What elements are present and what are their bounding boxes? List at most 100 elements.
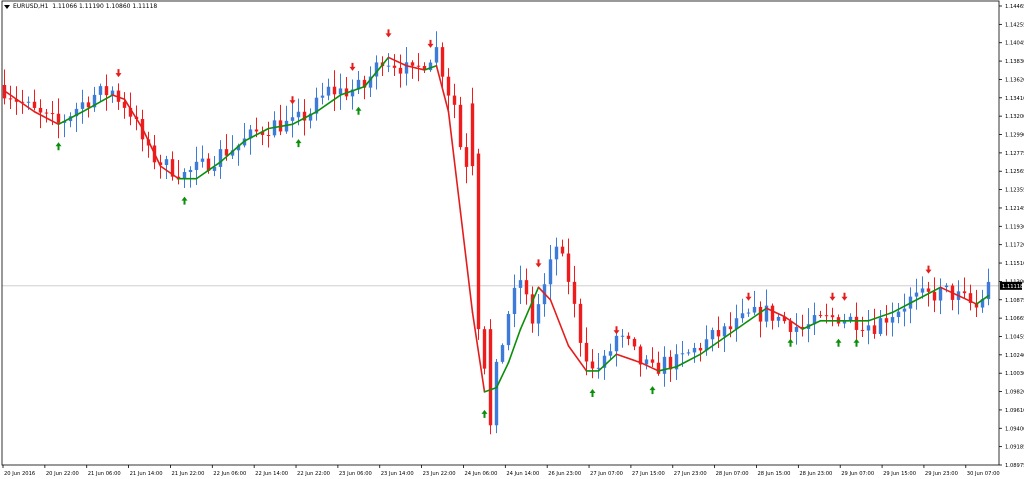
down-arrow-icon	[427, 39, 434, 48]
candle-body	[638, 346, 643, 365]
candle-body	[86, 102, 91, 108]
candle-body	[512, 287, 517, 315]
x-tick-label: 27 Jun 23:00	[674, 471, 707, 477]
candle-body	[548, 259, 553, 285]
ma-segment	[405, 64, 426, 71]
candle-body	[986, 281, 991, 300]
candle-body	[56, 113, 61, 123]
ma-segment	[507, 328, 522, 364]
y-tick-label: 1.12775	[1005, 151, 1024, 157]
chevron-down-icon[interactable]	[4, 4, 10, 9]
candle-body	[710, 330, 715, 340]
candle-body	[860, 329, 865, 331]
ma-segment	[495, 361, 510, 389]
candle-body	[32, 101, 37, 108]
ma-segment	[723, 319, 750, 339]
ma-segment	[483, 386, 498, 393]
candle-body	[890, 317, 895, 323]
ma-segment	[597, 353, 618, 372]
ma-segment	[123, 98, 144, 130]
down-arrow-icon	[115, 69, 122, 78]
candle-body	[980, 299, 985, 308]
candle-body	[398, 67, 403, 74]
ma-segment	[891, 299, 918, 314]
candle-body	[566, 253, 571, 282]
candle-body	[902, 308, 907, 312]
ma-segment	[219, 140, 246, 163]
candle-body	[338, 88, 343, 95]
ma-segment	[915, 286, 942, 301]
ma-segment	[519, 286, 540, 330]
down-arrow-icon	[535, 259, 542, 268]
candle-body	[770, 305, 775, 321]
symbol-label: EURUSD,H1	[13, 3, 49, 10]
candles	[2, 31, 991, 435]
ma-segment	[423, 64, 438, 71]
candle-body	[236, 145, 241, 151]
down-arrow-icon	[829, 292, 836, 301]
candle-body	[914, 292, 919, 297]
candle-body	[470, 103, 475, 167]
x-tick-label: 24 Jun 06:00	[464, 471, 497, 477]
candle-body	[740, 313, 745, 319]
candle-body	[896, 311, 901, 318]
candle-body	[440, 47, 445, 77]
ohlc-label: 1.11066 1.11190 1.10860 1.11118	[52, 3, 158, 10]
candle-body	[38, 107, 43, 113]
candle-body	[866, 325, 871, 331]
up-arrow-icon	[481, 409, 488, 418]
candle-body	[206, 158, 211, 171]
candle-body	[506, 314, 511, 346]
ma-segment	[339, 85, 366, 96]
ma-segment	[291, 110, 318, 126]
ma-segment	[957, 294, 978, 305]
candle-body	[194, 161, 199, 170]
ma-segment	[783, 315, 804, 330]
candle-body	[122, 101, 127, 108]
candle-body	[446, 76, 451, 96]
candle-body	[500, 345, 505, 362]
candle-body	[692, 347, 697, 353]
candle-body	[170, 159, 175, 177]
ma-segment	[537, 286, 552, 301]
candle-body	[182, 172, 187, 180]
x-tick-label: 21 Jun 06:00	[88, 471, 121, 477]
ma-segment	[57, 110, 84, 126]
x-tick-label: 21 Jun 22:00	[171, 471, 204, 477]
down-arrow-icon	[385, 29, 392, 38]
ma-segment	[81, 94, 114, 113]
candle-body	[518, 280, 523, 288]
candle-body	[458, 104, 463, 148]
candle-body	[830, 315, 835, 318]
candle-body	[782, 316, 787, 322]
candle-body	[356, 79, 361, 90]
current-price-label: 1.11118	[1002, 284, 1023, 290]
candle-body	[254, 129, 259, 132]
candle-body	[620, 335, 625, 337]
up-arrow-icon	[853, 338, 860, 347]
candle-body	[260, 131, 265, 135]
ma-segment	[111, 94, 126, 101]
candle-body	[572, 281, 577, 304]
candle-body	[788, 321, 793, 332]
up-arrow-icon	[181, 196, 188, 205]
candle-body	[488, 329, 493, 426]
candle-body	[248, 129, 253, 139]
current-price-tag	[1000, 281, 1022, 290]
ma-segment	[195, 161, 222, 180]
candle-body	[746, 312, 751, 314]
y-tick-label: 1.10240	[1005, 353, 1024, 359]
ma-segment	[765, 307, 786, 318]
candle-body	[674, 354, 679, 370]
up-arrow-icon	[355, 106, 362, 115]
y-tick-label: 1.09610	[1005, 408, 1024, 414]
y-tick-label: 1.10665	[1005, 316, 1024, 322]
candle-body	[878, 318, 883, 334]
y-tick-label: 1.11510	[1005, 261, 1024, 267]
candle-body	[578, 303, 583, 343]
candle-body	[938, 287, 943, 301]
ma-segment	[567, 345, 588, 372]
candle-body	[98, 86, 103, 95]
y-tick-label: 1.09820	[1005, 390, 1024, 396]
